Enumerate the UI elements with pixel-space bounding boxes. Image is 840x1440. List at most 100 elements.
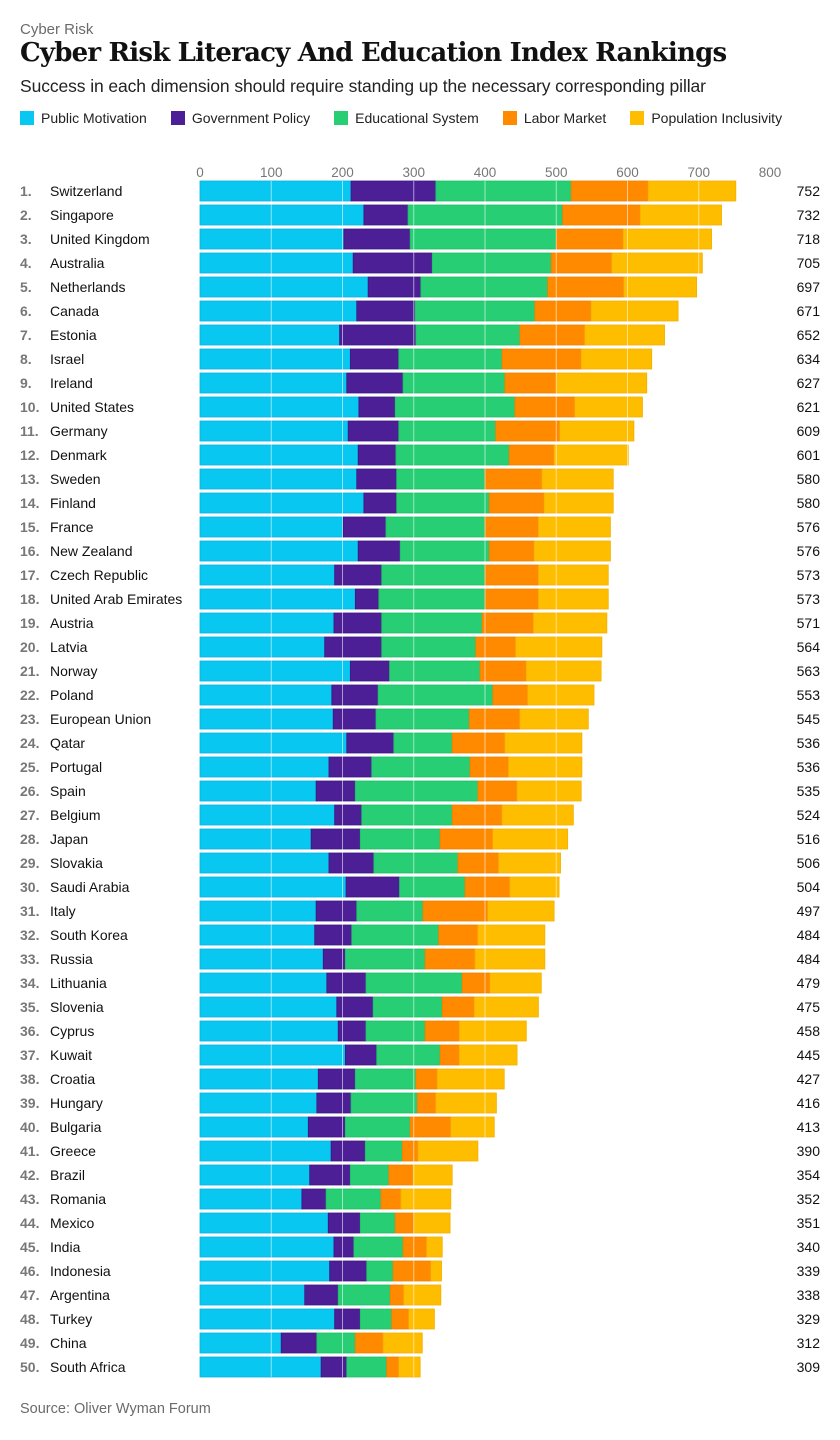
bar-row: 39. Hungary 416 xyxy=(20,1092,820,1114)
bar-segment-population-inclusivity xyxy=(430,1260,442,1282)
rank-label: 38. xyxy=(20,1071,39,1087)
bar-row: 10. United States 621 xyxy=(20,396,821,418)
rank-label: 11. xyxy=(20,423,39,439)
bar-segment-population-inclusivity xyxy=(541,468,614,490)
bar-row: 42. Brazil 354 xyxy=(20,1164,820,1186)
bar-segment-labor-market xyxy=(389,1284,405,1306)
country-label: United Kingdom xyxy=(50,231,150,247)
total-label: 652 xyxy=(797,327,821,343)
bar-segment-government-policy xyxy=(354,588,380,610)
rank-label: 9. xyxy=(20,375,32,391)
total-label: 484 xyxy=(797,927,821,943)
bar-segment-population-inclusivity xyxy=(408,1308,435,1330)
bar-segment-population-inclusivity xyxy=(417,1140,479,1162)
bar-segment-government-policy xyxy=(280,1332,318,1354)
bar-segment-government-policy xyxy=(347,420,400,442)
country-label: European Union xyxy=(50,711,151,727)
bar-segment-population-inclusivity xyxy=(477,924,546,946)
x-tick-label: 100 xyxy=(260,165,283,180)
rank-label: 13. xyxy=(20,471,39,487)
bar-segment-public-motivation xyxy=(199,372,348,394)
bar-segment-public-motivation xyxy=(199,1044,346,1066)
country-label: Finland xyxy=(50,495,96,511)
bar-row: 6. Canada 671 xyxy=(20,300,821,322)
bar-row: 49. China 312 xyxy=(20,1332,820,1354)
legend-swatch-government-policy xyxy=(170,111,185,125)
bar-row: 15. France 576 xyxy=(20,516,820,538)
country-label: Estonia xyxy=(50,327,97,343)
bar-segment-population-inclusivity xyxy=(519,708,589,730)
rank-label: 31. xyxy=(20,903,39,919)
bar-segment-labor-market xyxy=(484,468,543,490)
bar-segment-government-policy xyxy=(334,804,363,826)
bar-segment-public-motivation xyxy=(199,324,341,346)
bar-segment-labor-market xyxy=(394,1212,415,1234)
bar-segment-population-inclusivity xyxy=(584,324,665,346)
country-label: Germany xyxy=(50,423,108,439)
bar-segment-population-inclusivity xyxy=(426,1236,443,1258)
total-label: 339 xyxy=(797,1263,821,1279)
country-label: Portugal xyxy=(50,759,102,775)
country-label: Argentina xyxy=(50,1287,110,1303)
total-label: 621 xyxy=(797,399,821,415)
rank-label: 35. xyxy=(20,999,39,1015)
bar-segment-labor-market xyxy=(484,516,539,538)
country-label: South Africa xyxy=(50,1359,126,1375)
bar-segment-educational-system xyxy=(420,276,549,298)
bar-segment-government-policy xyxy=(334,564,383,586)
bar-row: 43. Romania 352 xyxy=(20,1188,820,1210)
total-label: 535 xyxy=(797,783,821,799)
bar-segment-population-inclusivity xyxy=(590,300,679,322)
rank-label: 25. xyxy=(20,759,39,775)
legend-item-government-policy: Government Policy xyxy=(170,110,310,126)
rank-label: 43. xyxy=(20,1191,39,1207)
rank-label: 47. xyxy=(20,1287,39,1303)
x-tick-label: 700 xyxy=(687,165,710,180)
chart-subtitle: Success in each dimension should require… xyxy=(20,76,706,96)
bar-segment-labor-market xyxy=(464,876,511,898)
country-label: Slovenia xyxy=(50,999,104,1015)
bar-segment-public-motivation xyxy=(199,1188,303,1210)
rank-label: 23. xyxy=(20,711,39,727)
legend-label: Educational System xyxy=(355,110,479,126)
bar-segment-population-inclusivity xyxy=(398,1356,421,1378)
bar-segment-population-inclusivity xyxy=(538,564,609,586)
bar-segment-population-inclusivity xyxy=(533,612,608,634)
total-label: 671 xyxy=(797,303,821,319)
stacked-bar-chart: 0 100 200 300 400 500 600 700 800 1. Switzerland 7… xyxy=(20,165,821,1378)
bar-row: 38. Croatia 427 xyxy=(20,1068,820,1090)
bar-segment-educational-system xyxy=(359,828,441,850)
total-label: 504 xyxy=(797,879,821,895)
bar-segment-population-inclusivity xyxy=(559,420,635,442)
bar-segment-government-policy xyxy=(314,924,353,946)
country-label: United States xyxy=(50,399,134,415)
rank-label: 50. xyxy=(20,1359,39,1375)
rank-label: 40. xyxy=(20,1119,39,1135)
country-label: Brazil xyxy=(50,1167,85,1183)
bar-segment-public-motivation xyxy=(199,300,358,322)
bar-segment-educational-system xyxy=(344,1116,411,1138)
bar-segment-labor-market xyxy=(484,564,539,586)
bar-segment-government-policy xyxy=(328,756,373,778)
chart-kicker: Cyber Risk xyxy=(20,21,94,38)
bar-segment-labor-market xyxy=(484,588,539,610)
bar-segment-government-policy xyxy=(345,876,400,898)
total-label: 752 xyxy=(797,183,821,199)
bar-row: 2. Singapore 732 xyxy=(20,204,820,226)
total-label: 573 xyxy=(797,567,821,583)
bar-segment-educational-system xyxy=(364,1140,403,1162)
bar-segment-public-motivation xyxy=(199,1092,318,1114)
total-label: 516 xyxy=(797,831,821,847)
bar-row: 22. Poland 553 xyxy=(20,684,820,706)
bar-segment-labor-market xyxy=(451,804,503,826)
bar-segment-labor-market xyxy=(438,924,479,946)
bar-segment-population-inclusivity xyxy=(611,252,703,274)
rank-label: 1. xyxy=(20,183,32,199)
bar-segment-educational-system xyxy=(372,996,443,1018)
bar-row: 17. Czech Republic 573 xyxy=(20,564,821,586)
bar-segment-educational-system xyxy=(346,1356,388,1378)
bar-segment-government-policy xyxy=(304,1284,339,1306)
bar-segment-population-inclusivity xyxy=(458,1020,527,1042)
bar-segment-population-inclusivity xyxy=(525,660,602,682)
bar-row: 48. Turkey 329 xyxy=(20,1308,820,1330)
